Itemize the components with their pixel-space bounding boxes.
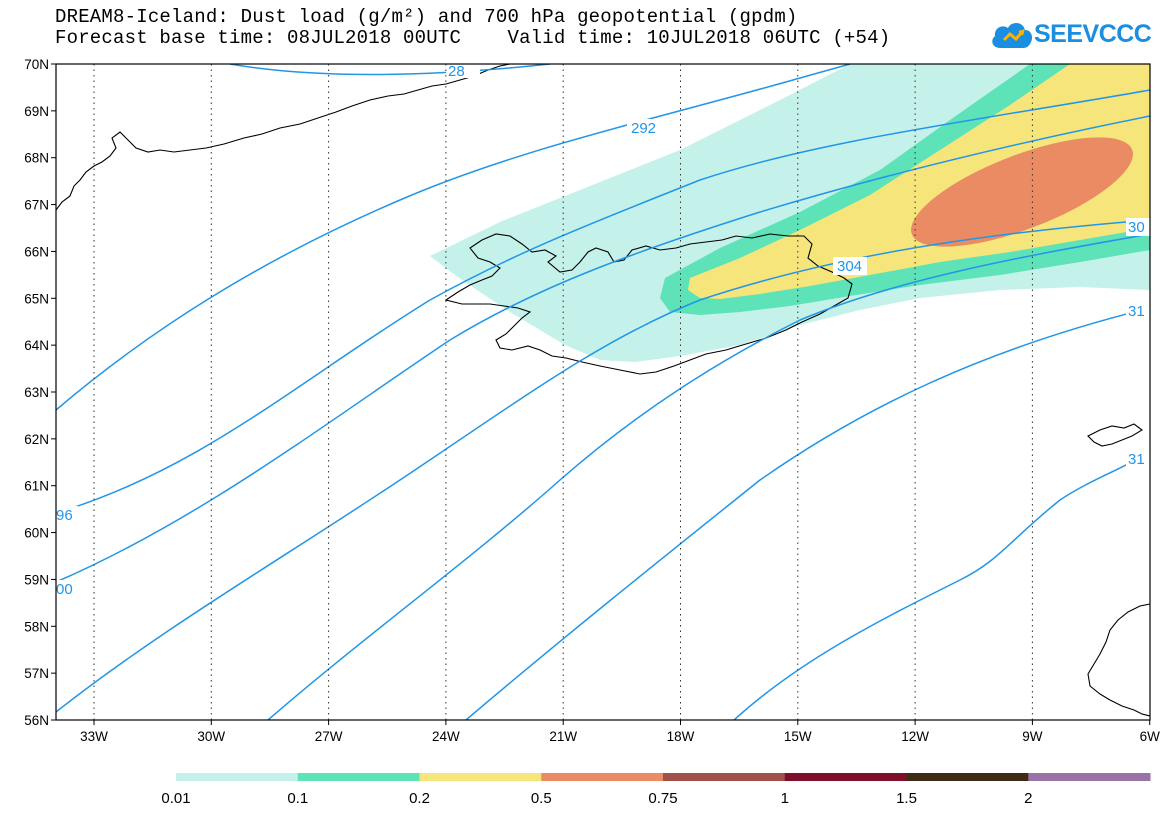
lat-label: 63N (24, 385, 49, 400)
lat-label: 57N (24, 666, 49, 681)
legend-label: 0.5 (531, 790, 552, 807)
legend-swatch (176, 773, 299, 781)
lat-label: 64N (24, 338, 49, 353)
contour-label-304: 304 (837, 258, 862, 275)
scotland-coastline (1087, 603, 1150, 717)
legend-swatch (1028, 773, 1151, 781)
legend-swatch (663, 773, 786, 781)
lat-label: 68N (24, 151, 49, 166)
forecast-times: Forecast base time: 08JUL2018 00UTC Vali… (55, 27, 891, 49)
lat-label: 56N (24, 713, 49, 728)
lat-label: 62N (24, 432, 49, 447)
contour-label-96: 96 (56, 507, 73, 524)
lat-label: 58N (24, 619, 49, 634)
legend-swatch (784, 773, 907, 781)
logo-text: SEEVCCC (1034, 20, 1152, 48)
legend-label: 1 (781, 790, 789, 807)
contour-label-28: 28 (448, 63, 465, 80)
lat-label: 59N (24, 572, 49, 587)
legend-swatch (419, 773, 542, 781)
lat-label: 66N (24, 244, 49, 259)
contour-label-00: 00 (56, 581, 73, 598)
map-axes: 70N 69N 68N 67N 66N 65N 64N 63N 62N 61N 60N 59N 58N 5… (24, 57, 1160, 744)
contour-label-30: 30 (1128, 219, 1145, 236)
lon-label: 21W (549, 729, 577, 744)
contour-label-292: 292 (631, 120, 656, 137)
dust-area-0-5 (911, 137, 1133, 247)
lon-label: 6W (1140, 729, 1161, 744)
dust-area-0-2 (688, 64, 1150, 299)
legend-label: 0.75 (648, 790, 677, 807)
lon-label: 9W (1022, 729, 1043, 744)
lon-label: 30W (197, 729, 225, 744)
lon-label: 12W (901, 729, 929, 744)
contour-label-31a: 31 (1128, 303, 1145, 320)
iceland-coastline (444, 233, 853, 375)
lat-label: 60N (24, 526, 49, 541)
legend-label: 0.2 (409, 790, 430, 807)
contour-label-31b: 31 (1128, 451, 1145, 468)
legend-label: 1.5 (896, 790, 917, 807)
lat-label: 67N (24, 198, 49, 213)
lat-label: 70N (24, 57, 49, 72)
lon-label: 33W (80, 729, 108, 744)
map-title: DREAM8-Iceland: Dust load (g/m²) and 700… (55, 6, 798, 28)
greenland-coastline (56, 64, 511, 211)
lat-label: 69N (24, 104, 49, 119)
color-legend: 0.01 0.1 0.2 0.5 0.75 1 1.5 2 (161, 773, 1151, 807)
seevccc-logo: SEEVCCC (990, 16, 1152, 58)
lon-label: 18W (667, 729, 695, 744)
legend-swatch (541, 773, 664, 781)
legend-label: 2 (1024, 790, 1032, 807)
lat-label: 65N (24, 291, 49, 306)
lon-label: 24W (432, 729, 460, 744)
lat-label: 61N (24, 479, 49, 494)
legend-label: 0.1 (287, 790, 308, 807)
faroe-coastline (1087, 423, 1143, 447)
cloud-icon (992, 22, 1033, 48)
lon-label: 27W (315, 729, 343, 744)
legend-label: 0.01 (161, 790, 190, 807)
lon-label: 15W (784, 729, 812, 744)
legend-swatch (297, 773, 420, 781)
legend-swatch (906, 773, 1029, 781)
